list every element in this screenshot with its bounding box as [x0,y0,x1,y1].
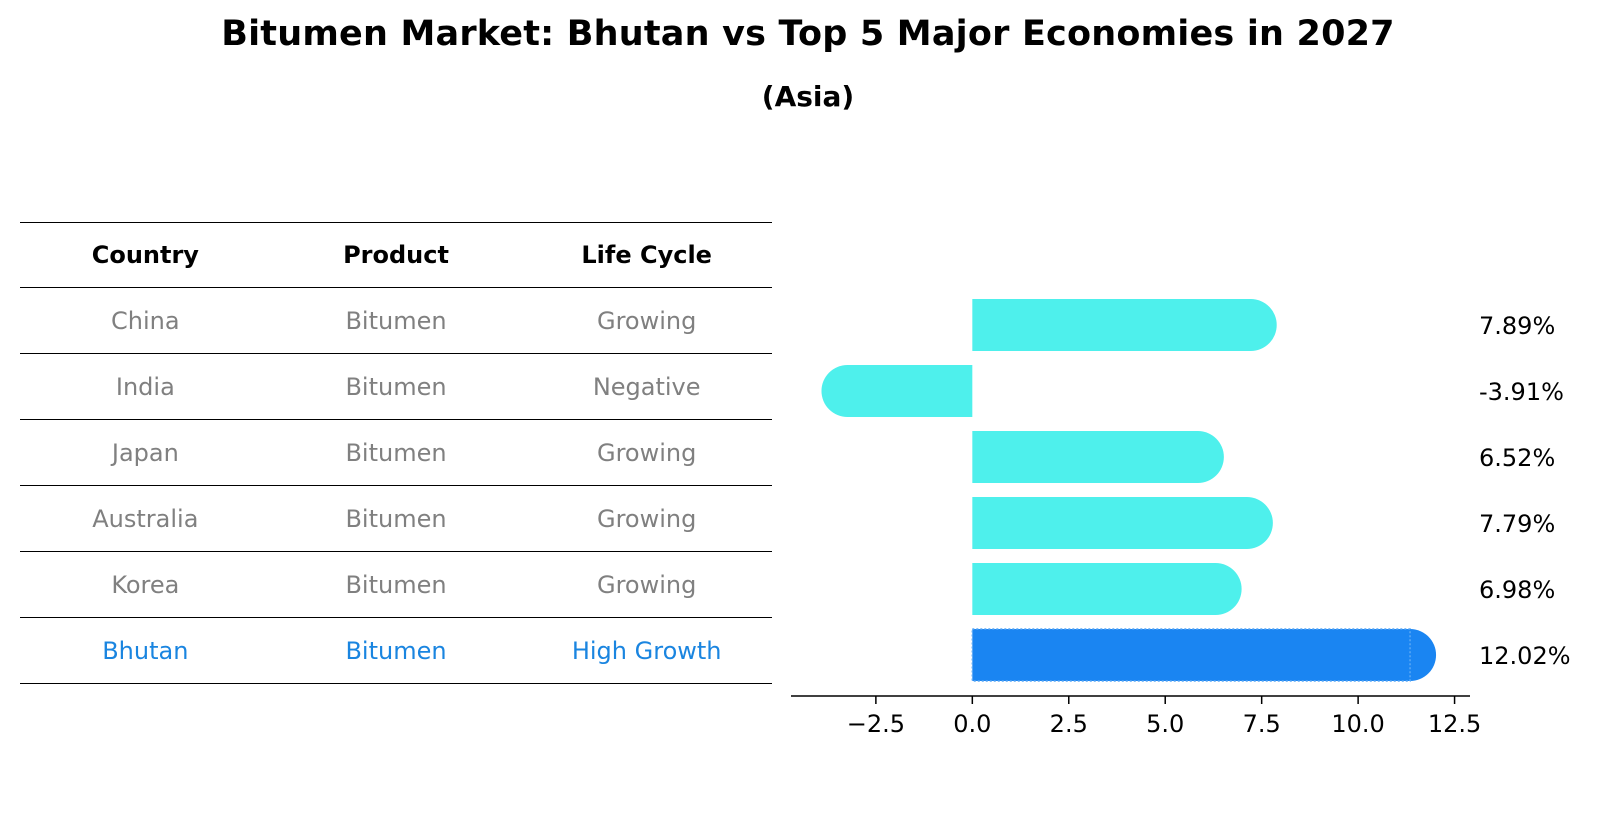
country-cell: Korea [111,570,180,599]
country-cell: India [115,372,175,401]
bar-china [972,299,1277,351]
x-tick-label: −2.5 [847,710,905,738]
product-cell: Bitumen [345,570,447,599]
x-tick-label: 2.5 [1050,710,1088,738]
bar-india [821,365,973,417]
country-cell: Australia [92,504,199,533]
comparison-table: Country Product Life Cycle China Bitumen… [20,222,772,684]
life-cycle-cell: Growing [596,570,697,599]
highlight-bar-outline [971,628,1411,682]
life-cycle-cell: High Growth [571,636,722,665]
chart-title: Bitumen Market: Bhutan vs Top 5 Major Ec… [221,14,1395,54]
table-row: India Bitumen Negative [20,354,772,420]
x-tick-label: 12.5 [1428,710,1481,738]
value-label-korea: 6.98% [1479,576,1555,604]
country-cell: Bhutan [102,636,189,665]
value-label-china: 7.89% [1479,312,1555,340]
life-cycle-cell: Growing [596,438,697,467]
table-header-row: Country Product Life Cycle [20,222,772,288]
value-label-india: -3.91% [1479,378,1564,406]
column-header-country: Country [91,241,199,269]
x-tick-label: 7.5 [1243,710,1281,738]
value-label-japan: 6.52% [1479,444,1555,472]
bar-australia [972,497,1273,549]
bar-bhutan [972,629,1437,681]
life-cycle-cell: Growing [596,306,697,335]
bar-korea [972,563,1242,615]
bar-japan [972,431,1224,483]
life-cycle-cell: Negative [592,372,701,401]
chart-subtitle: (Asia) [761,80,855,113]
table-row: China Bitumen Growing [20,288,772,354]
life-cycle-cell: Growing [596,504,697,533]
x-tick-label: 0.0 [953,710,991,738]
product-cell: Bitumen [345,372,447,401]
country-cell: Japan [111,438,179,467]
x-tick-label: 10.0 [1331,710,1384,738]
product-cell: Bitumen [345,504,447,533]
column-header-life-cycle: Life Cycle [581,241,712,269]
column-header-product: Product [343,241,449,269]
value-label-bhutan: 12.02% [1479,642,1571,670]
value-label-australia: 7.79% [1479,510,1555,538]
table-row: Korea Bitumen Growing [20,552,772,618]
table-row: Australia Bitumen Growing [20,486,772,552]
product-cell: Bitumen [345,306,447,335]
table-row: Japan Bitumen Growing [20,420,772,486]
product-cell: Bitumen [345,636,447,665]
x-tick-label: 5.0 [1146,710,1184,738]
table-row-highlighted: Bhutan Bitumen High Growth [20,618,772,684]
country-cell: China [111,306,180,335]
product-cell: Bitumen [345,438,447,467]
